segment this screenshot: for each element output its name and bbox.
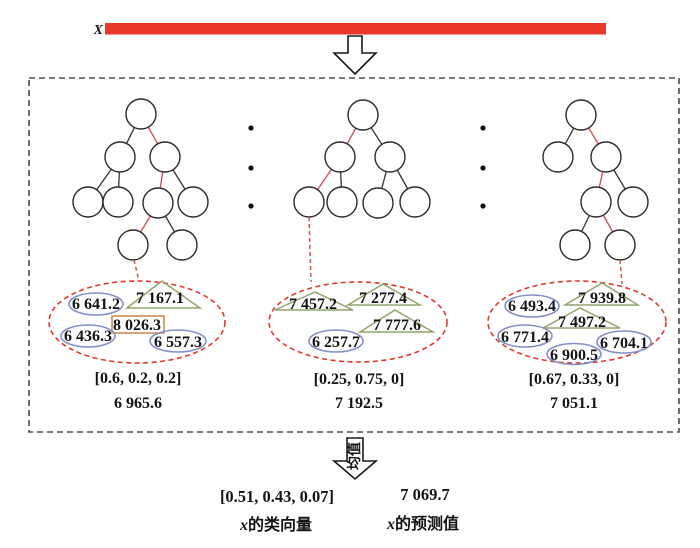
leaf-shape-triangle	[542, 307, 621, 329]
forest-boundary-box	[28, 77, 680, 433]
cluster-outline	[487, 280, 667, 364]
leaf-value: 6 493.4	[508, 298, 556, 315]
class-vector-label-suffix: 的类向量	[248, 515, 312, 534]
leaf-shape-triangle	[345, 283, 423, 306]
leaf-shape-ellipse	[504, 294, 560, 318]
leaf-connector	[619, 259, 623, 285]
tree-node	[559, 229, 591, 261]
tree-node	[565, 99, 597, 131]
tree-node	[590, 141, 622, 173]
ellipsis-dots-right	[480, 125, 486, 209]
tree-node	[326, 186, 358, 218]
tree-node	[177, 186, 209, 218]
output-prediction-label: x的预测值	[386, 514, 459, 533]
leaf-shape-triangle	[274, 291, 354, 311]
leaf-connector	[308, 216, 312, 283]
output-prediction: 7 069.7	[400, 485, 450, 504]
tree-node	[293, 186, 325, 218]
tree-node	[324, 141, 356, 173]
leaf-shape-triangle	[124, 280, 203, 309]
leaf-value: 8 026.3	[113, 317, 161, 334]
var-symbol: x	[386, 516, 395, 533]
leaf-value: 6 641.2	[72, 296, 120, 313]
tree-node	[142, 187, 174, 219]
leaf-shape-triangle	[357, 309, 436, 333]
tree-1	[72, 98, 209, 282]
leaf-value: 6 257.7	[312, 334, 360, 351]
leaf-value: 7 277.4	[359, 290, 407, 307]
var-symbol: x	[239, 517, 248, 534]
leaf-value: 6 436.3	[64, 328, 112, 345]
tree-mean-value: 7 192.5	[335, 395, 383, 412]
tree-node	[617, 186, 649, 218]
mean-arrow-label: 均值	[346, 442, 363, 470]
tree-node	[166, 229, 198, 261]
tree-node	[125, 98, 157, 130]
leaf-value: 6 771.4	[501, 329, 549, 346]
tree-node	[117, 229, 149, 261]
leaf-value: 7 167.1	[136, 290, 184, 307]
prediction-label-suffix: 的预测值	[395, 514, 459, 533]
leaf-shape-ellipse	[546, 342, 602, 366]
leaf-value: 7 497.2	[558, 314, 606, 331]
tree-node	[399, 186, 431, 218]
leaf-cluster-3: 6 493.4 7 939.8 7 497.2 6 771.4 6 704.1 …	[487, 280, 667, 412]
leaf-shape-ellipse	[497, 324, 553, 348]
tree-class-vector: [0.25, 0.75, 0]	[314, 371, 405, 388]
tree-3	[542, 99, 649, 285]
leaf-value: 7 939.8	[578, 290, 626, 307]
tree-mean-value: 7 051.1	[550, 395, 598, 412]
leaf-shape-rect	[111, 315, 165, 334]
input-vector-label: X	[93, 23, 104, 38]
tree-class-vector: [0.6, 0.2, 0.2]	[95, 370, 182, 387]
leaf-value: 7 457.2	[289, 296, 337, 313]
tree-2	[293, 99, 431, 283]
tree-node	[104, 141, 136, 173]
leaf-cluster-1: 6 641.2 7 167.1 8 026.3 6 436.3 6 557.3 …	[48, 280, 226, 412]
output-class-vector: [0.51, 0.43, 0.07]	[220, 487, 334, 506]
ellipsis-dot	[248, 125, 254, 131]
ellipsis-dot	[248, 203, 254, 209]
ellipsis-dot	[480, 203, 486, 209]
ellipsis-dot	[480, 125, 486, 131]
leaf-shape-ellipse	[308, 329, 364, 353]
tree-node	[347, 99, 379, 131]
leaf-shape-ellipse	[68, 292, 124, 316]
tree-node	[542, 141, 574, 173]
output-class-vector-label: x的类向量	[239, 515, 312, 534]
leaf-connector	[133, 259, 140, 282]
tree-node	[72, 186, 104, 218]
mean-arrow-icon	[331, 437, 379, 481]
leaf-value: 6 704.1	[600, 335, 648, 352]
leaf-shape-ellipse	[149, 329, 207, 353]
leaf-shape-ellipse	[596, 330, 652, 354]
tree-node	[362, 187, 394, 219]
cluster-outline	[268, 281, 448, 363]
input-vector-bar	[105, 23, 606, 35]
leaf-value: 6 557.3	[154, 334, 202, 351]
tree-node	[580, 186, 612, 218]
tree-node	[604, 229, 636, 261]
tree-node	[374, 141, 406, 173]
leaf-cluster-2: 7 457.2 7 277.4 7 777.6 6 257.7 [0.25, 0…	[268, 281, 448, 412]
ellipsis-dot	[248, 165, 254, 171]
down-arrow-icon	[332, 35, 378, 76]
tree-node	[102, 186, 134, 218]
tree-class-vector: [0.67, 0.33, 0]	[529, 371, 620, 388]
ellipsis-dot	[480, 165, 486, 171]
tree-node	[149, 141, 181, 173]
leaf-value: 7 777.6	[373, 317, 421, 334]
tree-mean-value: 6 965.6	[114, 395, 162, 412]
cluster-outline	[48, 280, 226, 364]
leaf-shape-triangle	[562, 282, 641, 306]
leaf-value: 6 900.5	[550, 347, 598, 364]
ellipsis-dots-left	[248, 125, 254, 209]
leaf-shape-ellipse	[60, 324, 116, 348]
